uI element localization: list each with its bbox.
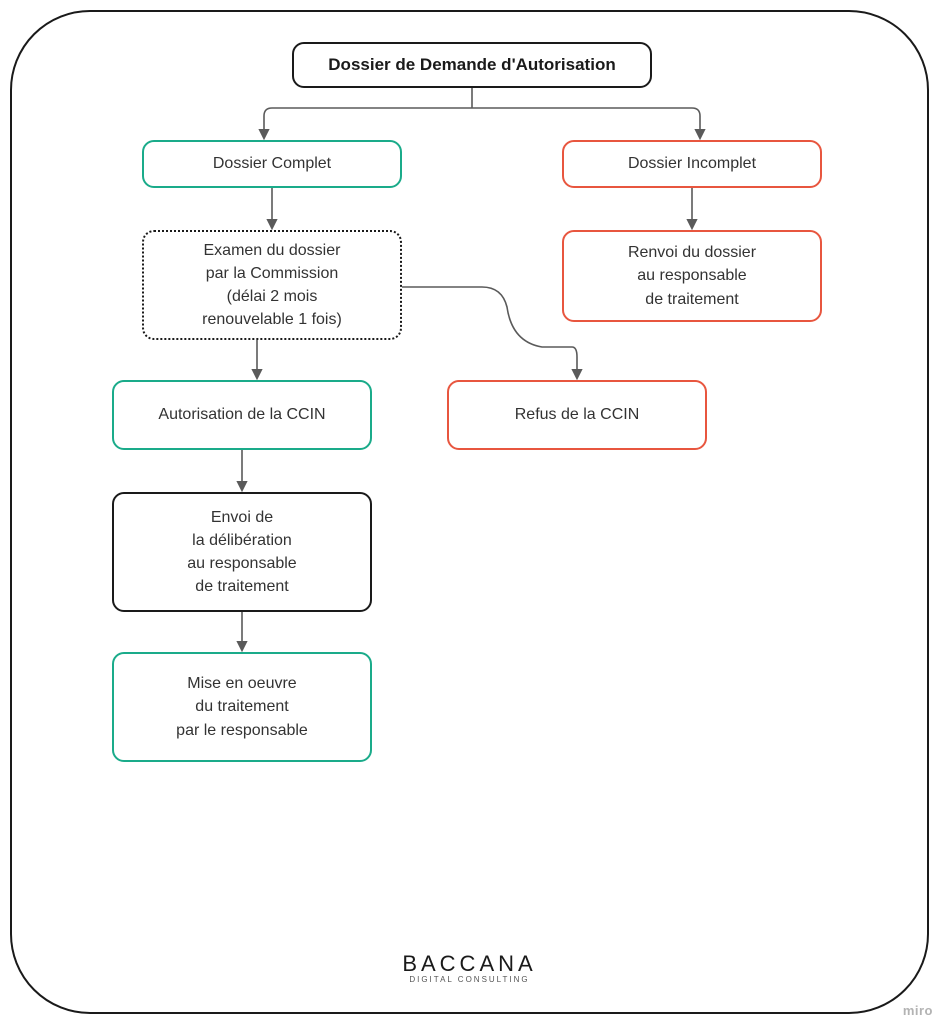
node-label: Mise en oeuvre du traitement par le resp…: [176, 672, 308, 742]
node-label: Examen du dossier par la Commission (dél…: [202, 239, 342, 332]
logo-main: BACCANA: [402, 951, 536, 977]
node-label: Autorisation de la CCIN: [158, 403, 325, 426]
logo: BACCANA DIGITAL CONSULTING: [402, 951, 536, 984]
node-refus: Refus de la CCIN: [447, 380, 707, 450]
node-renvoi: Renvoi du dossier au responsable de trai…: [562, 230, 822, 322]
node-label: Dossier de Demande d'Autorisation: [328, 53, 615, 78]
node-label: Dossier Complet: [213, 152, 331, 175]
diagram-frame: Dossier de Demande d'Autorisation Dossie…: [10, 10, 929, 1014]
node-label: Dossier Incomplet: [628, 152, 756, 175]
node-dossier-complet: Dossier Complet: [142, 140, 402, 188]
node-autorisation: Autorisation de la CCIN: [112, 380, 372, 450]
node-dossier-incomplet: Dossier Incomplet: [562, 140, 822, 188]
node-label: Refus de la CCIN: [515, 403, 640, 426]
node-root: Dossier de Demande d'Autorisation: [292, 42, 652, 88]
node-label: Envoi de la délibération au responsable …: [187, 506, 296, 599]
node-envoi: Envoi de la délibération au responsable …: [112, 492, 372, 612]
logo-sub: DIGITAL CONSULTING: [402, 975, 536, 984]
node-mise-en-oeuvre: Mise en oeuvre du traitement par le resp…: [112, 652, 372, 762]
node-label: Renvoi du dossier au responsable de trai…: [628, 241, 756, 311]
miro-watermark: miro: [903, 1003, 933, 1018]
node-examen: Examen du dossier par la Commission (dél…: [142, 230, 402, 340]
